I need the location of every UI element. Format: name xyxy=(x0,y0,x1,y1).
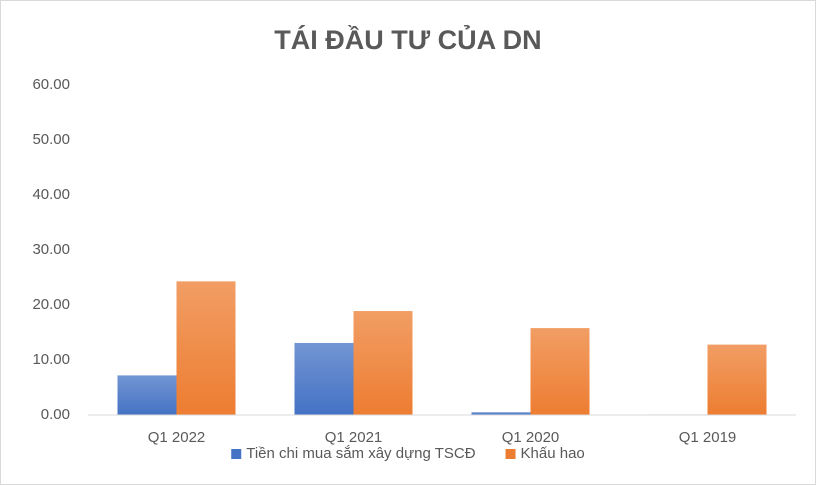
legend-swatch xyxy=(231,449,242,459)
legend-item: Tiền chi mua sắm xây dựng TSCĐ xyxy=(231,445,476,462)
x-tick-label: Q1 2019 xyxy=(679,429,737,446)
legend-label: Khấu hao xyxy=(521,445,585,462)
y-tick-label: 40.00 xyxy=(32,186,70,203)
bar xyxy=(707,344,767,415)
y-tick-label: 0.00 xyxy=(41,406,70,423)
bar xyxy=(471,412,531,415)
y-tick-label: 20.00 xyxy=(32,296,70,313)
bar xyxy=(117,375,177,415)
x-tick-label: Q1 2020 xyxy=(502,429,560,446)
legend-label: Tiền chi mua sắm xây dựng TSCĐ xyxy=(246,445,475,462)
y-tick-label: 50.00 xyxy=(32,131,70,148)
bar xyxy=(530,328,590,415)
y-tick-label: 60.00 xyxy=(32,76,70,93)
bar xyxy=(353,311,413,415)
bar xyxy=(176,281,236,415)
y-tick-label: 30.00 xyxy=(32,241,70,258)
x-tick-label: Q1 2022 xyxy=(148,429,206,446)
legend-swatch xyxy=(505,449,516,459)
legend-item: Khấu hao xyxy=(505,445,585,462)
x-tick-label: Q1 2021 xyxy=(325,429,383,446)
y-tick-label: 10.00 xyxy=(32,351,70,368)
chart-title: TÁI ĐẦU TƯ CỦA DN xyxy=(274,23,541,55)
bar xyxy=(294,342,354,415)
